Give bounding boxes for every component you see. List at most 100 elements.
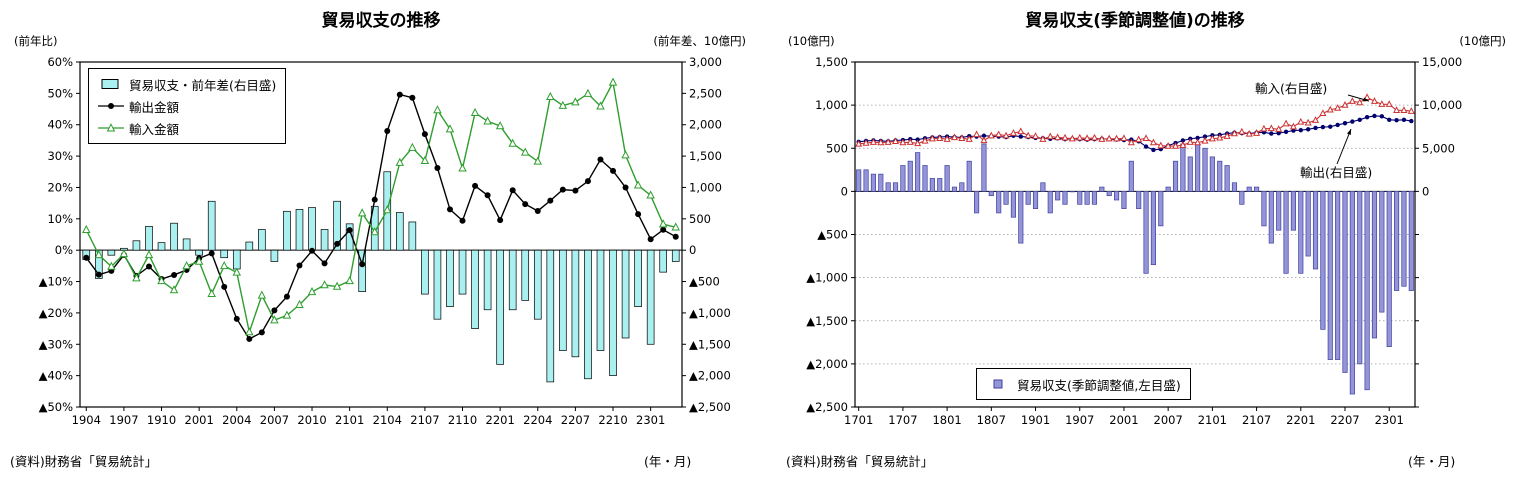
annotations: 輸入(右目盛) 輸出(右目盛)	[1255, 81, 1372, 180]
svg-text:2107: 2107	[410, 413, 439, 427]
imports-line	[82, 77, 680, 336]
svg-text:1904: 1904	[72, 413, 101, 427]
legend-label-balance: 貿易収支(季節調整値,左目盛)	[1017, 377, 1181, 393]
svg-text:▲1,000: ▲1,000	[806, 271, 848, 285]
svg-text:50%: 50%	[47, 86, 73, 100]
legend-item-imports: 輸入金額	[98, 117, 276, 139]
legend-label-imports: 輸入金額	[129, 121, 180, 137]
svg-text:▲500: ▲500	[817, 228, 848, 242]
balance-bars	[856, 143, 1414, 395]
svg-text:0: 0	[841, 184, 848, 198]
svg-text:▲10%: ▲10%	[39, 275, 73, 289]
legend-item-trade-balance: 貿易収支(季節調整値,左目盛)	[986, 373, 1181, 395]
svg-text:▲30%: ▲30%	[39, 337, 73, 351]
svg-text:2001: 2001	[1109, 413, 1138, 427]
svg-text:▲2,000: ▲2,000	[689, 369, 731, 383]
svg-text:0: 0	[1422, 184, 1429, 198]
svg-text:0%: 0%	[55, 243, 73, 257]
svg-text:2301: 2301	[1375, 413, 1404, 427]
svg-text:2007: 2007	[1154, 413, 1183, 427]
svg-text:▲50%: ▲50%	[39, 400, 73, 414]
svg-text:1,000: 1,000	[689, 180, 722, 194]
balance-bars	[82, 171, 680, 383]
svg-text:2201: 2201	[1286, 413, 1315, 427]
svg-text:2101: 2101	[1198, 413, 1227, 427]
left-axis-unit: (10億円)	[788, 34, 835, 48]
exports-line-swatch	[98, 100, 124, 112]
balance-bar-swatch	[98, 78, 124, 90]
svg-text:1,000: 1,000	[815, 98, 848, 112]
svg-text:1,500: 1,500	[815, 55, 848, 69]
left-axis-labels: 1,500 1,000 500 0 ▲500 ▲1,000 ▲1,500 ▲2,000 ▲2,5…	[806, 55, 855, 414]
x-axis-labels: 1904 1907 1910 2001 2004 2007 2010 2101 2104 2107…	[72, 407, 665, 427]
chart-trade-balance-seasonally-adjusted: 1,500 1,000 500 0 ▲500 ▲1,000 ▲1,500 ▲2,000 ▲2,5…	[760, 0, 1516, 486]
svg-text:30%: 30%	[47, 149, 73, 163]
svg-text:▲20%: ▲20%	[39, 306, 73, 320]
svg-text:500: 500	[689, 212, 711, 226]
svg-text:▲2,500: ▲2,500	[689, 400, 731, 414]
chart-trade-balance-yoy: 60% 50% 40% 30% 20% 10% 0% ▲10% ▲20% ▲30% ▲40% ▲50%…	[10, 11, 746, 469]
svg-text:2,000: 2,000	[689, 118, 722, 132]
svg-text:2,500: 2,500	[689, 86, 722, 100]
svg-text:1907: 1907	[109, 413, 138, 427]
source-note: (資料)財務省「貿易統計」	[10, 454, 158, 469]
svg-text:▲40%: ▲40%	[39, 369, 73, 383]
svg-text:1801: 1801	[932, 413, 961, 427]
svg-text:2004: 2004	[222, 413, 251, 427]
x-axis-unit: (年・月)	[1408, 454, 1456, 469]
left-axis-labels: 60% 50% 40% 30% 20% 10% 0% ▲10% ▲20% ▲30% ▲40% ▲50%	[39, 55, 80, 414]
svg-text:▲2,500: ▲2,500	[806, 400, 848, 414]
annotation-exports: 輸出(右目盛)	[1300, 165, 1372, 180]
svg-text:2007: 2007	[260, 413, 289, 427]
left-axis-unit: (前年比)	[14, 34, 58, 48]
svg-text:1910: 1910	[147, 413, 176, 427]
svg-text:2001: 2001	[185, 413, 214, 427]
svg-text:2210: 2210	[598, 413, 627, 427]
svg-text:1907: 1907	[1065, 413, 1094, 427]
right-axis-labels: 15,000 10,000 5,000 0	[1415, 55, 1462, 408]
svg-text:2010: 2010	[297, 413, 326, 427]
legend-item-exports: 輸出金額	[98, 95, 276, 117]
svg-text:500: 500	[826, 141, 848, 155]
annotation-imports: 輸入(右目盛)	[1255, 81, 1327, 96]
svg-text:2101: 2101	[335, 413, 364, 427]
svg-text:60%: 60%	[47, 55, 73, 69]
svg-text:2110: 2110	[448, 413, 477, 427]
legend-label-exports: 輸出金額	[129, 99, 180, 115]
legend: 貿易収支・前年差(右目盛) 輸出金額 輸入金額	[88, 68, 287, 144]
svg-text:▲1,000: ▲1,000	[689, 306, 731, 320]
svg-text:▲1,500: ▲1,500	[806, 314, 848, 328]
svg-text:1,500: 1,500	[689, 149, 722, 163]
svg-text:2107: 2107	[1242, 413, 1271, 427]
svg-text:5,000: 5,000	[1422, 141, 1455, 155]
svg-text:40%: 40%	[47, 118, 73, 132]
right-axis-unit: (10億円)	[1459, 34, 1506, 48]
svg-text:▲500: ▲500	[689, 275, 720, 289]
x-axis-unit: (年・月)	[644, 454, 692, 469]
svg-text:2301: 2301	[636, 413, 665, 427]
balance-bar-swatch	[986, 378, 1012, 390]
svg-text:2204: 2204	[523, 413, 552, 427]
right-axis-unit: (前年差、10億円)	[653, 34, 746, 48]
imports-line-swatch	[98, 122, 124, 134]
legend: 貿易収支(季節調整値,左目盛)	[976, 368, 1191, 400]
chart-canvas-sa: 1,500 1,000 500 0 ▲500 ▲1,000 ▲1,500 ▲2,000 ▲2,5…	[806, 55, 1462, 427]
legend-item-trade-balance: 貿易収支・前年差(右目盛)	[98, 73, 276, 95]
svg-text:2207: 2207	[561, 413, 590, 427]
svg-text:1701: 1701	[844, 413, 873, 427]
svg-text:2201: 2201	[486, 413, 515, 427]
svg-text:2207: 2207	[1330, 413, 1359, 427]
svg-text:▲1,500: ▲1,500	[689, 337, 731, 351]
svg-text:1901: 1901	[1021, 413, 1050, 427]
x-axis-labels: 1701 1707 1801 1807 1901 1907 2001 2007 2101 2107…	[844, 407, 1404, 427]
svg-text:15,000: 15,000	[1422, 55, 1462, 69]
chart-title: 貿易収支の推移	[321, 11, 441, 31]
svg-text:10,000: 10,000	[1422, 98, 1462, 112]
legend-label-balance: 貿易収支・前年差(右目盛)	[129, 77, 277, 93]
right-axis-labels: 3,000 2,500 2,000 1,500 1,000 500 0 ▲500 ▲1,000 ▲…	[682, 55, 731, 414]
chart-title: 貿易収支(季節調整値)の推移	[1025, 11, 1245, 31]
chart-canvas-yoy: 60% 50% 40% 30% 20% 10% 0% ▲10% ▲20% ▲30% ▲40% ▲50%…	[39, 55, 731, 427]
imports-line	[855, 93, 1415, 149]
svg-text:1807: 1807	[977, 413, 1006, 427]
